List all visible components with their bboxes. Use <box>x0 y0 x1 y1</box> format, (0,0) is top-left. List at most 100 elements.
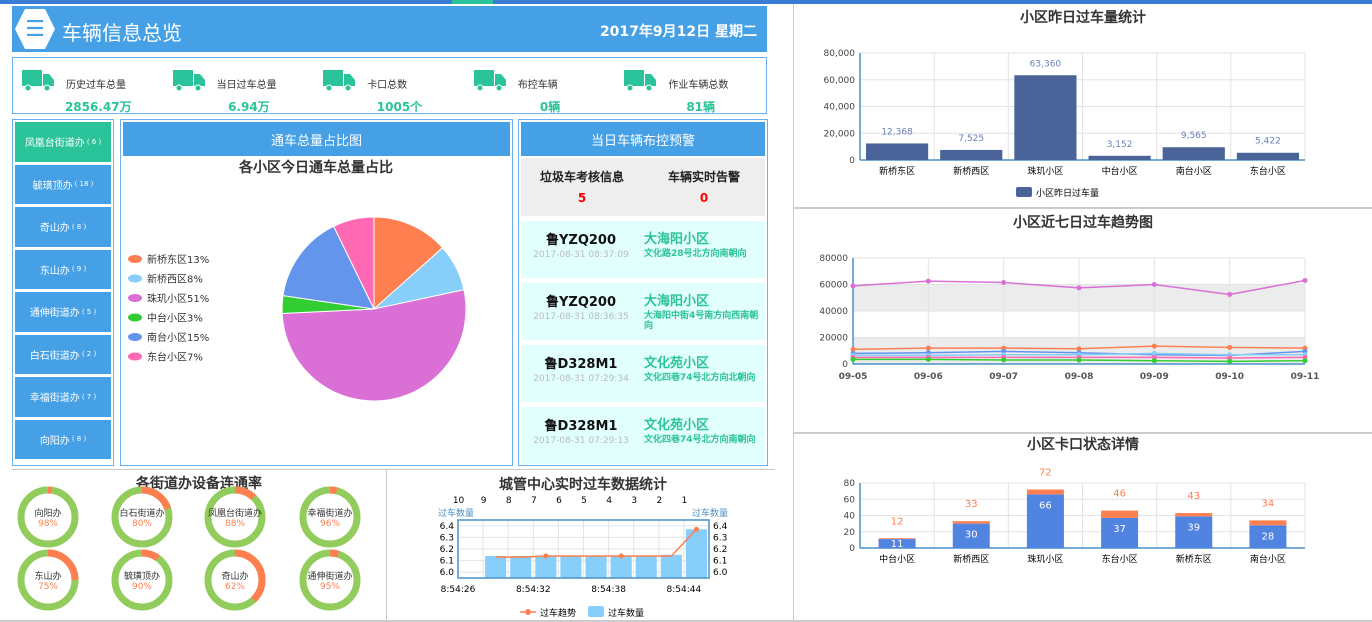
top-tick: 4 <box>606 496 612 506</box>
warning-address: 大海阳中街4号南方向西南朝向 <box>644 311 759 331</box>
donut-offline-segment <box>17 549 79 611</box>
legend-marker <box>1016 187 1032 197</box>
bar-offline <box>878 538 916 540</box>
truck-icon <box>172 70 205 92</box>
sidebar-item[interactable]: 凤凰台街道办( 6 ) <box>15 122 111 162</box>
bar-offline <box>1175 513 1213 517</box>
y-tick: 0 <box>849 156 855 166</box>
sidebar-item[interactable]: 东山办( 9 ) <box>15 249 111 289</box>
data-point <box>1227 358 1233 364</box>
donut-value: 98% <box>38 519 58 529</box>
data-label: 37 <box>1113 524 1126 535</box>
legend-label: 过车数量 <box>608 607 644 619</box>
donut-offline-segment <box>299 486 361 548</box>
warning-summary-item[interactable]: 车辆实时告警 0 <box>643 158 765 216</box>
bar <box>685 529 707 578</box>
x-tick: 09-07 <box>989 372 1018 382</box>
total-label: 33 <box>965 499 978 510</box>
y-tick-right: 6.0 <box>713 568 728 578</box>
chart-title: 小区近七日过车趋势图 <box>1013 214 1153 231</box>
legend-label: 新桥东区13% <box>147 253 209 266</box>
bar-online <box>878 539 916 548</box>
top-bar-accent <box>452 0 493 4</box>
y-tick: 60000 <box>819 281 848 291</box>
data-point <box>925 345 931 351</box>
legend-marker <box>128 294 142 302</box>
stat-item: 历史过车总量 2856.47万 <box>13 58 164 114</box>
sidebar-item[interactable]: 通伸街道办( 5 ) <box>15 292 111 332</box>
y-tick: 0 <box>849 544 855 554</box>
truck-icon <box>323 70 356 92</box>
data-point <box>850 346 856 352</box>
panel-header: 通车总量占比图 <box>123 122 510 156</box>
plate-number: 鲁D328M1 <box>544 419 618 434</box>
warning-place: 大海阳小区 <box>644 232 710 247</box>
donut-label: 向阳办 <box>34 507 61 519</box>
sidebar-item[interactable]: 向阳办( 8 ) <box>15 419 111 459</box>
sidebar-item[interactable]: 幸福街道办( 7 ) <box>15 377 111 417</box>
warning-summary-item[interactable]: 垃圾车考核信息 5 <box>521 158 643 216</box>
warning-item[interactable]: 鲁YZQ200 2017-08-31 08:36:35 大海阳小区 大海阳中街4号南方… <box>521 283 765 340</box>
trend-point <box>618 553 624 559</box>
bar-online <box>1175 516 1213 548</box>
sidebar-item[interactable]: 毓璜顶办( 18 ) <box>15 164 111 204</box>
bar <box>635 555 657 578</box>
data-point <box>850 283 856 289</box>
stat-label: 当日过车总量 <box>216 80 277 91</box>
warning-item[interactable]: 鲁D328M1 2017-08-31 07:29:34 文化苑小区 文化四巷74号北方… <box>521 345 765 402</box>
top-tick: 3 <box>631 496 637 506</box>
data-point <box>925 356 931 362</box>
truck-icon <box>473 70 506 92</box>
warning-item[interactable]: 鲁YZQ200 2017-08-31 08:37:09 大海阳小区 文化路28号北方向… <box>521 221 765 278</box>
stat-value: 2856.47万 <box>64 100 132 114</box>
x-tick: 中台小区 <box>1102 165 1138 177</box>
donut-offline-segment <box>204 486 266 548</box>
top-tick: 1 <box>682 496 688 506</box>
x-tick: 8:54:26 <box>441 585 476 595</box>
warning-time: 2017-08-31 08:37:09 <box>533 250 629 260</box>
sidebar: 凤凰台街道办( 6 ) 毓璜顶办( 18 ) 奇山办( 8 ) 东山办( 9 ) 通伸街… <box>12 119 114 466</box>
sidebar-item[interactable]: 奇山办( 8 ) <box>15 207 111 247</box>
y-tick-right: 6.3 <box>713 533 727 543</box>
header: ☰ 车辆信息总览 2017年9月12日 星期二 <box>12 6 767 52</box>
total-label: 34 <box>1262 498 1275 509</box>
data-point <box>1076 357 1082 363</box>
y-tick: 40,000 <box>824 103 856 113</box>
donut-offline-segment <box>299 549 361 611</box>
plate-number: 鲁D328M1 <box>544 357 618 372</box>
y-tick: 80 <box>844 479 856 489</box>
donut-label: 白石街道办 <box>119 507 164 519</box>
x-tick: 东台小区 <box>1102 553 1138 565</box>
donut-value: 75% <box>38 582 58 592</box>
summary-count: 5 <box>577 191 587 205</box>
summary-label: 垃圾车考核信息 <box>539 170 624 184</box>
data-point <box>1001 357 1007 363</box>
data-point <box>1227 291 1233 297</box>
bar <box>940 149 1003 160</box>
sidebar-item-count: ( 8 ) <box>71 435 87 444</box>
data-point <box>1151 343 1157 349</box>
chart-title: 城管中心实时过车数据统计 <box>499 476 667 493</box>
panel-header: 当日车辆布控预警 <box>521 122 765 156</box>
divider <box>0 620 1372 622</box>
donut-offline-segment <box>111 486 173 548</box>
sidebar-item[interactable]: 白石街道办( 2 ) <box>15 334 111 374</box>
pie-slice <box>282 225 375 310</box>
x-tick: 09-06 <box>914 372 943 382</box>
data-label: 3,152 <box>1107 140 1133 150</box>
sidebar-item-count: ( 18 ) <box>74 180 94 189</box>
stat-item: 当日过车总量 6.94万 <box>164 58 315 114</box>
summary-count: 0 <box>699 191 709 205</box>
data-label: 63,360 <box>1030 59 1062 69</box>
donut-label: 东山办 <box>34 570 61 582</box>
y-tick: 60,000 <box>824 76 856 86</box>
top-tick: 7 <box>531 496 537 506</box>
donut-value: 62% <box>225 582 245 592</box>
sidebar-item-count: ( 6 ) <box>86 137 102 146</box>
sidebar-item-count: ( 2 ) <box>81 350 97 359</box>
data-label: 11 <box>891 539 904 550</box>
stat-value: 0辆 <box>539 100 561 114</box>
data-point <box>1302 278 1308 284</box>
warning-item[interactable]: 鲁D328M1 2017-08-31 07:29:13 文化苑小区 文化四巷74号北方… <box>521 407 765 464</box>
stat-item: 作业车辆总数 81辆 <box>615 58 766 114</box>
